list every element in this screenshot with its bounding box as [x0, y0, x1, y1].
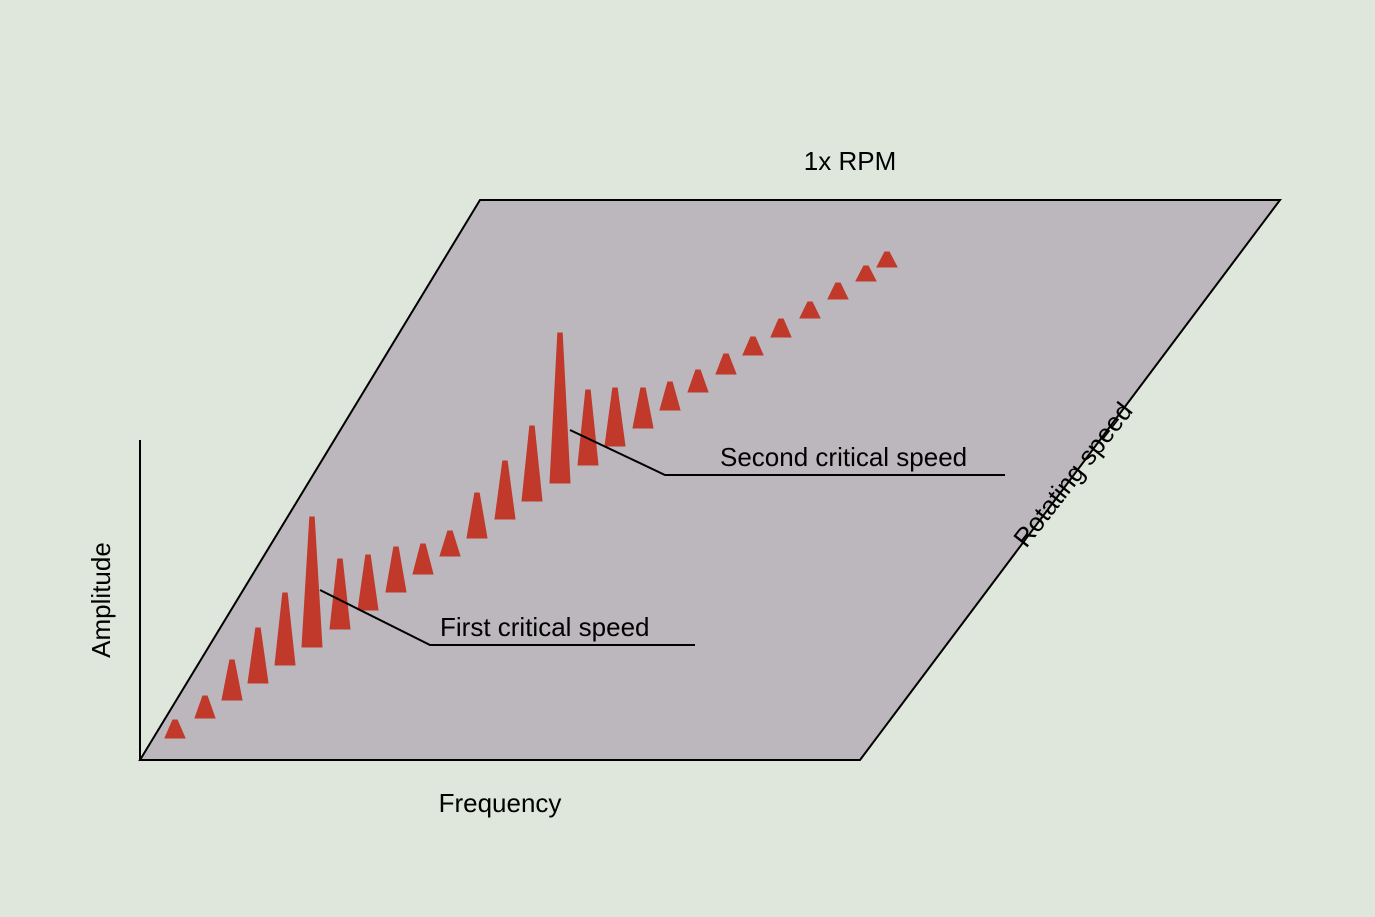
- second-critical-label: Second critical speed: [720, 442, 967, 472]
- rpm-label: 1x RPM: [804, 146, 896, 176]
- frequency-axis-label: Frequency: [439, 788, 562, 818]
- amplitude-axis-label: Amplitude: [86, 542, 116, 658]
- first-critical-label: First critical speed: [440, 612, 650, 642]
- plot-plane: [140, 200, 1280, 760]
- waterfall-diagram: Amplitude Frequency Rotating speed 1x RP…: [0, 0, 1375, 917]
